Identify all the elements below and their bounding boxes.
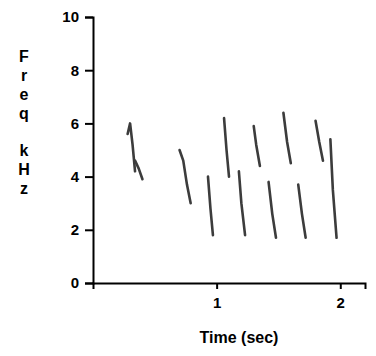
marks bbox=[128, 113, 337, 238]
y-tick: 0 bbox=[71, 274, 93, 291]
trace bbox=[239, 171, 245, 235]
y-tick-mark bbox=[85, 176, 93, 178]
trace bbox=[330, 139, 336, 237]
trace bbox=[254, 126, 260, 166]
y-tick: 2 bbox=[71, 221, 93, 238]
y-tick: 8 bbox=[71, 61, 93, 78]
trace bbox=[269, 182, 276, 238]
trace bbox=[180, 150, 191, 203]
y-axis-title: FreqkHz bbox=[18, 48, 30, 197]
trace bbox=[128, 123, 135, 171]
x-axis-line bbox=[94, 284, 366, 290]
y-tick-mark bbox=[85, 283, 93, 285]
y-tick: 10 bbox=[62, 8, 93, 25]
x-tick-mark bbox=[216, 283, 218, 289]
x-tick-label: 1 bbox=[213, 294, 221, 311]
x-axis: 12 bbox=[94, 283, 366, 311]
trace bbox=[135, 161, 142, 180]
x-tick: 1 bbox=[213, 283, 221, 311]
y-tick: 6 bbox=[71, 115, 93, 132]
y-tick-label: 0 bbox=[71, 274, 79, 291]
y-tick-label: 8 bbox=[71, 61, 79, 78]
y-axis-line bbox=[85, 18, 94, 284]
x-tick: 2 bbox=[337, 283, 345, 311]
y-tick-label: 2 bbox=[71, 221, 79, 238]
y-tick-mark bbox=[85, 229, 93, 231]
y-tick-label: 10 bbox=[62, 8, 79, 25]
trace bbox=[224, 118, 229, 177]
y-tick-mark bbox=[85, 17, 93, 19]
y-tick: 4 bbox=[71, 168, 93, 185]
y-axis: 0 2 4 6 8 10 bbox=[62, 8, 93, 291]
trace bbox=[316, 121, 323, 161]
y-tick-mark bbox=[85, 70, 93, 72]
x-tick-mark bbox=[340, 283, 342, 289]
trace bbox=[298, 185, 305, 238]
trace bbox=[283, 113, 290, 164]
x-axis-title: Time (sec) bbox=[200, 329, 279, 346]
x-tick-label: 2 bbox=[337, 294, 345, 311]
trace bbox=[208, 177, 213, 236]
y-tick-label: 4 bbox=[71, 168, 80, 185]
y-tick-label: 6 bbox=[71, 115, 79, 132]
y-tick-mark bbox=[85, 123, 93, 125]
chart: 024681012Time (sec)FreqkHz bbox=[0, 0, 376, 356]
